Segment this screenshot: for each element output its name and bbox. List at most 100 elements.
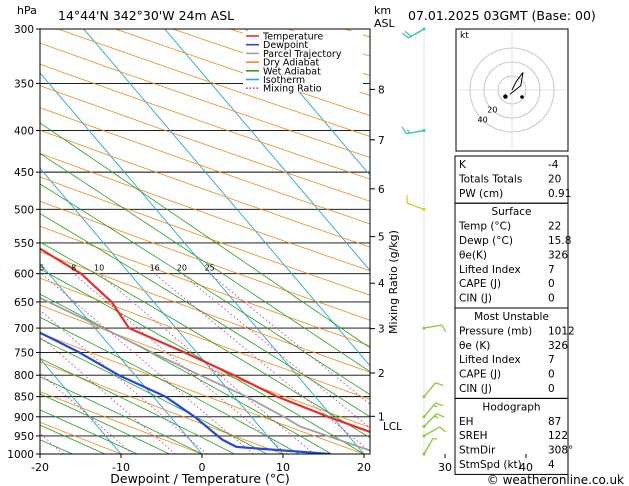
- wind-barb-flag: [432, 437, 438, 440]
- surface-row-label: θe(K): [459, 249, 487, 261]
- surface-row-value: 0: [548, 278, 555, 290]
- surface-row-label: Dewp (°C): [459, 235, 513, 247]
- mixing-ratio-tick-label: 4: [0, 264, 1, 273]
- wet-adiabat-line: [40, 358, 235, 454]
- mixing-ratio-line: [181, 273, 370, 429]
- most-unstable-row-label: CAPE (J): [459, 369, 501, 381]
- index-row-label: PW (cm): [459, 188, 503, 200]
- pressure-tick-label: 1000: [7, 449, 34, 461]
- hodograph-ring-label: 40: [478, 115, 488, 124]
- pressure-tick-label: 450: [14, 167, 34, 179]
- wind-barb: [401, 126, 426, 135]
- km-tick-label: 8: [378, 84, 385, 96]
- index-row-value: 20: [548, 173, 561, 185]
- hodograph-ring-label: 20: [487, 106, 497, 115]
- wet-adiabat-line: [40, 122, 370, 349]
- wind-barb-staff: [423, 324, 442, 329]
- hodograph-row-label: StmSpd (kt): [459, 459, 522, 471]
- index-row-label: Totals Totals: [458, 173, 522, 185]
- surface-row-value: 22: [548, 221, 561, 233]
- legend-item: Wet Adiabat: [263, 66, 321, 77]
- wind-barb-staff: [406, 202, 425, 210]
- pressure-tick-label: 950: [14, 431, 34, 443]
- hodograph-row-label: EH: [459, 416, 474, 428]
- wet-adiabat-line: [40, 409, 138, 454]
- mixing-ratio-line: [40, 309, 208, 454]
- dry-adiabat-line: [40, 225, 370, 347]
- isotherm-line: [40, 167, 284, 454]
- wind-barb: [401, 27, 426, 39]
- mixing-ratio-tick-label: 16: [150, 264, 160, 273]
- mixing-ratio-axis-label: Mixing Ratio (g/kg): [387, 230, 400, 334]
- wet-adiabat-line: [40, 316, 300, 454]
- dry-adiabat-line: [40, 200, 370, 321]
- wet-adiabat-line: [40, 183, 370, 396]
- legend-item: Temperature: [262, 32, 323, 43]
- pressure-tick-label: 650: [14, 297, 34, 309]
- mixing-ratio-tick-label: 8: [71, 264, 76, 273]
- most-unstable-row-label: CIN (J): [459, 383, 492, 395]
- wind-barb-staff: [423, 382, 437, 398]
- wind-barb: [422, 413, 445, 428]
- asl-unit-label: ASL: [374, 17, 396, 30]
- index-row-value: 0.91: [548, 188, 571, 200]
- wind-barb-base: [422, 207, 426, 211]
- wind-barb-flag: [401, 126, 407, 134]
- dry-adiabat-line: [40, 361, 284, 454]
- surface-row-value: 0: [548, 293, 555, 305]
- isotherm-line: [40, 72, 365, 454]
- wind-barb-staff: [423, 426, 440, 437]
- wind-barb-base: [422, 326, 426, 330]
- wind-barb: [422, 402, 444, 419]
- surface-row-label: CIN (J): [459, 293, 492, 305]
- wind-barb-base: [422, 129, 426, 133]
- km-tick-label: 2: [378, 368, 385, 380]
- plot-frame: [39, 28, 371, 455]
- temperature-tick-label: 20: [357, 461, 371, 474]
- most-unstable-title: Most Unstable: [474, 311, 549, 323]
- station-location: 14°44'N 342°30'W 24m ASL: [58, 8, 234, 23]
- pressure-tick-label: 850: [14, 392, 34, 404]
- most-unstable-row-value: 1012: [548, 325, 575, 337]
- hodograph-trace: [509, 72, 524, 95]
- mixing-ratio-tick-label: 20: [177, 264, 187, 273]
- valid-time: 07.01.2025 03GMT (Base: 00): [408, 8, 596, 23]
- wind-barb-staff: [423, 438, 434, 455]
- temperature-tick-label: -10: [112, 461, 130, 474]
- pressure-unit-label: hPa: [17, 4, 37, 17]
- index-row-value: -4: [548, 159, 559, 171]
- surface-row-label: Temp (°C): [458, 221, 511, 233]
- hodograph-row-label: StmDir: [459, 445, 496, 457]
- pressure-tick-label: 400: [14, 126, 34, 138]
- wind-barb: [422, 382, 444, 399]
- wind-barb-flag: [433, 404, 438, 408]
- wind-barb-base: [422, 395, 426, 399]
- wind-barb-base: [422, 424, 426, 428]
- dewpoint-profile: [40, 331, 331, 454]
- temperature-tick-label: 10: [276, 461, 290, 474]
- wind-barb-flag: [435, 402, 444, 407]
- wind-barb-flag: [439, 426, 447, 433]
- wet-adiabat-line: [40, 393, 170, 454]
- km-tick-label: 1: [378, 411, 385, 423]
- pressure-tick-label: 800: [14, 370, 34, 382]
- mixing-ratio-line: [41, 273, 254, 454]
- parcel-trajectory-profile: [40, 296, 370, 452]
- legend-item: Dry Adiabat: [263, 58, 320, 69]
- km-tick-label: 7: [378, 135, 385, 147]
- km-tick-label: 6: [378, 184, 385, 196]
- wet-adiabat-line: [40, 153, 370, 373]
- hodograph-mean-wind: [520, 95, 524, 99]
- pressure-tick-label: 600: [14, 269, 34, 281]
- most-unstable-row-label: Pressure (mb): [459, 325, 532, 337]
- pressure-tick-label: 300: [14, 24, 34, 36]
- dry-adiabat-line: [40, 63, 370, 180]
- wind-barb: [406, 195, 426, 211]
- dry-adiabat-line: [40, 332, 365, 454]
- index-row-label: K: [459, 159, 467, 171]
- most-unstable-row-value: 0: [548, 369, 555, 381]
- surface-title: Surface: [491, 206, 531, 218]
- hodograph-title: Hodograph: [482, 401, 540, 413]
